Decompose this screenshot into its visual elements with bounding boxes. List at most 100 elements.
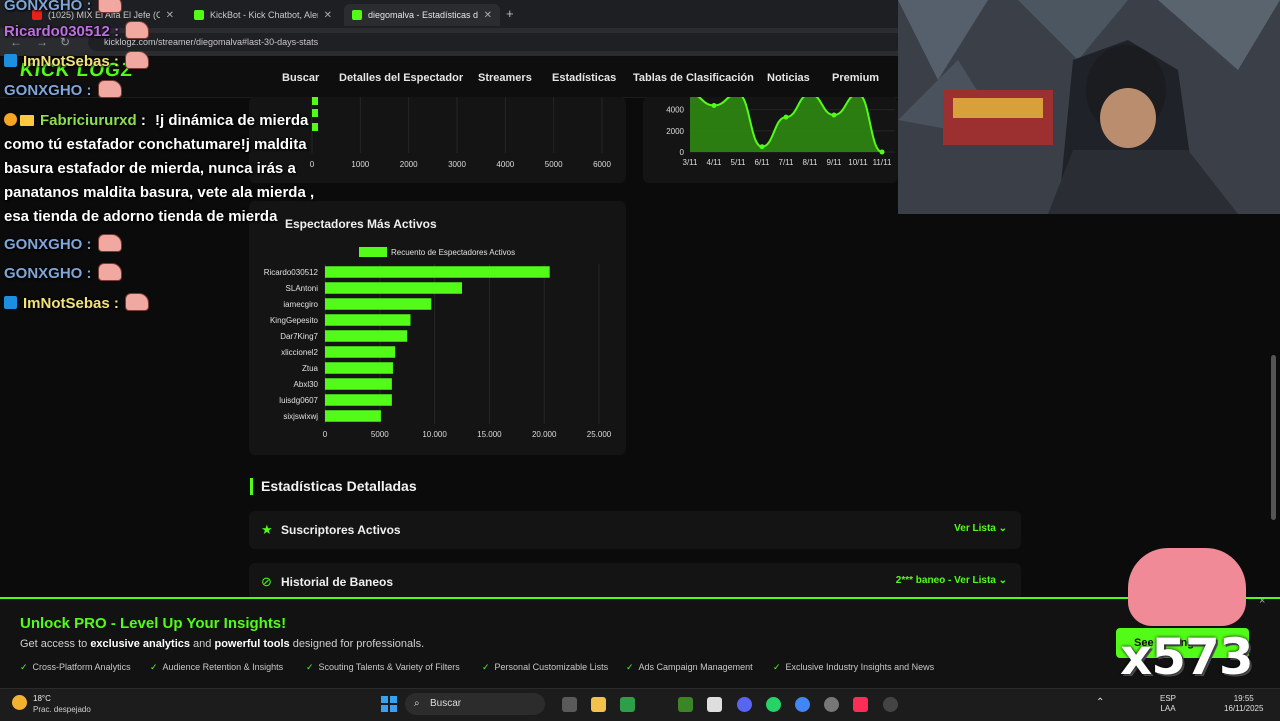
partial-bar-chart: 0 1000 2000 3000 4000 5000 6000 — [310, 97, 611, 169]
browser-tab-youtube[interactable]: (1025) MIX El Alfa El Jefe (Coro ✕ — [24, 4, 182, 26]
nav-detalles-espectador[interactable]: Detalles del Espectador — [339, 72, 464, 84]
chrome-icon[interactable] — [795, 697, 810, 712]
pro-promo-banner — [0, 597, 1280, 690]
x-tick-label: 7/11 — [779, 158, 795, 167]
category-label: SLAntoni — [286, 284, 319, 293]
close-promo-icon[interactable]: × — [1259, 595, 1266, 607]
webcam-overlay — [898, 0, 1280, 214]
app-icon[interactable] — [883, 697, 898, 712]
weather-temp: 18°C — [33, 694, 51, 703]
url-field[interactable]: kicklogz.com/streamer/diegomalva#last-30… — [88, 33, 904, 51]
promo-feature: ✓ Audience Retention & Insights — [150, 662, 284, 672]
chat-line: GONXGHO : — [4, 79, 122, 103]
browser-tab-kickbot[interactable]: KickBot - Kick Chatbot, Alerts, T ✕ — [186, 4, 340, 26]
nav-noticias[interactable]: Noticias — [767, 72, 810, 84]
windows-start-icon[interactable] — [381, 696, 397, 712]
chat-line: GONXGHO : — [4, 262, 122, 286]
category-label: KingGepesito — [270, 316, 319, 325]
discord-icon[interactable] — [737, 697, 752, 712]
ver-lista-link[interactable]: 2*** baneo - Ver Lista ⌄ — [895, 575, 1007, 586]
ver-lista-link[interactable]: Ver Lista ⌄ — [954, 523, 1007, 534]
category-label: sixjswixwj — [283, 412, 318, 421]
close-tab-icon[interactable]: ✕ — [165, 9, 174, 21]
emote-icon — [125, 21, 150, 39]
close-tab-icon[interactable]: ✕ — [483, 9, 492, 21]
bar — [312, 97, 318, 105]
x-tick-label: 4000 — [496, 160, 514, 169]
file-explorer-icon[interactable] — [591, 697, 606, 712]
data-point — [759, 144, 765, 150]
category-label: Dar7King7 — [280, 332, 318, 341]
windows-taskbar — [0, 688, 1280, 721]
close-tab-icon[interactable]: ✕ — [323, 9, 332, 21]
xbox-icon[interactable] — [620, 697, 635, 712]
chart-card-right: 0 2000 4000 3/11 4/11 5/11 6/11 7/11 8/11 9/11 10/… — [643, 91, 898, 183]
x-tick-label: 15.000 — [477, 430, 502, 439]
promo-feature: ✓ Cross-Platform Analytics — [20, 662, 131, 672]
new-tab-button[interactable]: + — [506, 6, 514, 21]
promo-feature: ✓ Personal Customizable Lists — [482, 662, 609, 672]
x-tick-label: 10/11 — [848, 158, 868, 167]
category-label: Ricardo030512 — [264, 268, 319, 277]
search-icon: ⌕ — [414, 698, 420, 709]
nav-premium[interactable]: Premium — [832, 72, 880, 84]
nav-buscar[interactable]: Buscar — [282, 72, 320, 84]
bar-luisdg0607 — [325, 394, 392, 406]
sub-badge-icon — [4, 54, 17, 67]
nav-tablas-clasificacion[interactable]: Tablas de Clasificación — [633, 72, 754, 84]
reload-icon[interactable]: ↻ — [60, 35, 71, 49]
data-point — [879, 149, 885, 155]
x-tick-label: 2000 — [400, 160, 418, 169]
taskbar-search-label: Buscar — [430, 698, 462, 709]
patrick-sticker-icon — [1128, 548, 1246, 626]
ban-icon: ⊘ — [261, 574, 272, 589]
x-tick-label: 5000 — [545, 160, 563, 169]
y-tick-label: 4000 — [666, 106, 684, 115]
emote-icon — [97, 234, 122, 252]
obs-icon[interactable] — [824, 697, 839, 712]
language-indicator[interactable]: ESP LAA — [1160, 694, 1177, 713]
back-icon[interactable]: ← — [10, 35, 22, 49]
x-tick-label: 6/11 — [755, 158, 771, 167]
category-label: Abxl30 — [294, 380, 319, 389]
accordion-bans[interactable]: ⊘ Historial de Baneos 2*** baneo - Ver L… — [249, 563, 1021, 601]
emote-icon — [124, 51, 149, 69]
bar-Dar7King7 — [325, 330, 408, 342]
x-tick-label: 20.000 — [532, 430, 557, 439]
nav-streamers[interactable]: Streamers — [478, 72, 532, 84]
page-scrollbar[interactable] — [1271, 355, 1276, 520]
accordion-subscribers[interactable]: ★ Suscriptores Activos Ver Lista ⌄ — [249, 511, 1021, 549]
see-pricing-button[interactable]: See Pricing — [1116, 628, 1249, 658]
emote-icon — [97, 263, 122, 281]
x-tick-label: 0 — [310, 160, 315, 169]
clock[interactable]: 19:55 16/11/2025 — [1224, 694, 1264, 713]
webcam-scene — [898, 0, 1280, 214]
x-tick-label: 3000 — [448, 160, 466, 169]
data-point — [783, 114, 789, 120]
taskbar-search-field[interactable]: ⌕ Buscar — [405, 693, 545, 715]
bar-Abxl30 — [325, 378, 392, 390]
tab-title: KickBot - Kick Chatbot, Alerts, T — [210, 10, 318, 20]
most-active-bar-chart: Recuento de Espectadores Activos 0 5000 10.… — [264, 247, 612, 439]
x-tick-label: 5/11 — [731, 158, 747, 167]
bar-xliccionel2 — [325, 346, 396, 358]
minecraft-icon[interactable] — [678, 697, 693, 712]
gift-badge-icon — [4, 113, 17, 126]
chart-card-left: 0 1000 2000 3000 4000 5000 6000 — [249, 97, 626, 183]
whatsapp-icon[interactable] — [766, 697, 781, 712]
x-tick-label: 5000 — [371, 430, 389, 439]
x-tick-label: 1000 — [351, 160, 369, 169]
tray-chevron-icon[interactable]: ⌃ — [1096, 697, 1105, 708]
forward-icon[interactable]: → — [36, 35, 48, 49]
task-view-icon[interactable] — [562, 697, 577, 712]
nav-estadisticas[interactable]: Estadísticas — [552, 72, 617, 84]
promo-feature: ✓ Scouting Talents & Variety of Filters — [306, 662, 460, 672]
weather-icon[interactable] — [12, 695, 27, 710]
kickbot-icon — [194, 10, 204, 20]
roblox-icon[interactable] — [707, 697, 722, 712]
chat-line: ImNotSebas : — [4, 50, 149, 74]
tiktok-icon[interactable] — [853, 697, 868, 712]
x-tick-label: 11/11 — [873, 158, 892, 167]
browser-tab-diegomalva[interactable]: diegomalva - Estadísticas de Ki ✕ — [344, 4, 500, 26]
bar-Ztua — [325, 362, 393, 374]
